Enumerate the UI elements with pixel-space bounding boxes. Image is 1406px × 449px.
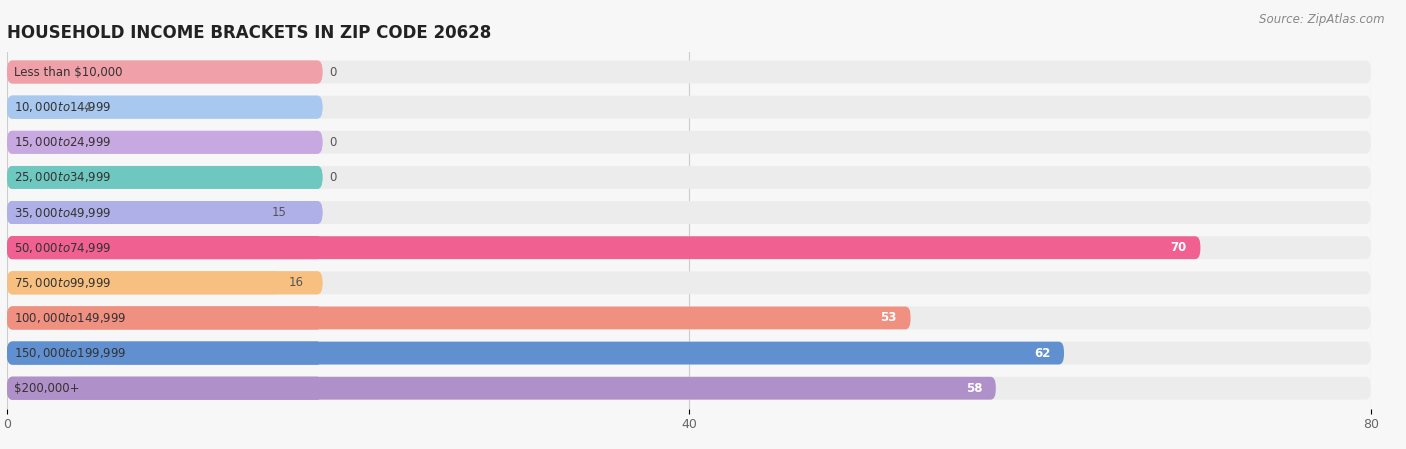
Text: $10,000 to $14,999: $10,000 to $14,999 [14, 100, 111, 114]
FancyBboxPatch shape [7, 271, 322, 294]
FancyBboxPatch shape [7, 201, 322, 224]
Text: $35,000 to $49,999: $35,000 to $49,999 [14, 206, 111, 220]
FancyBboxPatch shape [7, 377, 995, 400]
FancyBboxPatch shape [7, 96, 1371, 119]
FancyBboxPatch shape [7, 236, 1371, 259]
Text: $15,000 to $24,999: $15,000 to $24,999 [14, 135, 111, 149]
Text: 0: 0 [329, 136, 336, 149]
FancyBboxPatch shape [7, 131, 322, 154]
FancyBboxPatch shape [7, 307, 322, 330]
FancyBboxPatch shape [7, 342, 322, 365]
FancyBboxPatch shape [7, 307, 911, 330]
FancyBboxPatch shape [7, 201, 322, 224]
Text: $25,000 to $34,999: $25,000 to $34,999 [14, 171, 111, 185]
Text: 58: 58 [966, 382, 983, 395]
FancyBboxPatch shape [7, 271, 322, 294]
FancyBboxPatch shape [7, 377, 322, 400]
FancyBboxPatch shape [7, 61, 322, 84]
FancyBboxPatch shape [7, 166, 1371, 189]
FancyBboxPatch shape [7, 342, 1064, 365]
Text: $200,000+: $200,000+ [14, 382, 79, 395]
Text: $50,000 to $74,999: $50,000 to $74,999 [14, 241, 111, 255]
FancyBboxPatch shape [7, 342, 322, 365]
FancyBboxPatch shape [7, 61, 322, 84]
FancyBboxPatch shape [7, 377, 1371, 400]
FancyBboxPatch shape [7, 342, 1371, 365]
Text: 16: 16 [288, 276, 304, 289]
FancyBboxPatch shape [7, 236, 322, 259]
FancyBboxPatch shape [7, 96, 76, 119]
FancyBboxPatch shape [7, 307, 1371, 330]
FancyBboxPatch shape [7, 236, 1201, 259]
Text: 70: 70 [1170, 241, 1187, 254]
FancyBboxPatch shape [7, 96, 322, 119]
Text: HOUSEHOLD INCOME BRACKETS IN ZIP CODE 20628: HOUSEHOLD INCOME BRACKETS IN ZIP CODE 20… [7, 24, 491, 42]
Text: Less than $10,000: Less than $10,000 [14, 66, 122, 79]
FancyBboxPatch shape [7, 61, 1371, 84]
FancyBboxPatch shape [7, 166, 322, 189]
FancyBboxPatch shape [7, 236, 322, 259]
Text: 15: 15 [271, 206, 287, 219]
FancyBboxPatch shape [7, 271, 1371, 294]
FancyBboxPatch shape [7, 201, 1371, 224]
Text: $150,000 to $199,999: $150,000 to $199,999 [14, 346, 127, 360]
FancyBboxPatch shape [7, 166, 322, 189]
Text: 62: 62 [1033, 347, 1050, 360]
FancyBboxPatch shape [7, 96, 322, 119]
Text: 0: 0 [329, 66, 336, 79]
Text: 53: 53 [880, 312, 897, 325]
Text: $100,000 to $149,999: $100,000 to $149,999 [14, 311, 127, 325]
FancyBboxPatch shape [7, 307, 322, 330]
FancyBboxPatch shape [7, 271, 280, 294]
FancyBboxPatch shape [7, 377, 322, 400]
Text: 4: 4 [84, 101, 91, 114]
FancyBboxPatch shape [7, 201, 263, 224]
Text: 0: 0 [329, 171, 336, 184]
Text: $75,000 to $99,999: $75,000 to $99,999 [14, 276, 111, 290]
FancyBboxPatch shape [7, 131, 1371, 154]
Text: Source: ZipAtlas.com: Source: ZipAtlas.com [1260, 13, 1385, 26]
FancyBboxPatch shape [7, 131, 322, 154]
